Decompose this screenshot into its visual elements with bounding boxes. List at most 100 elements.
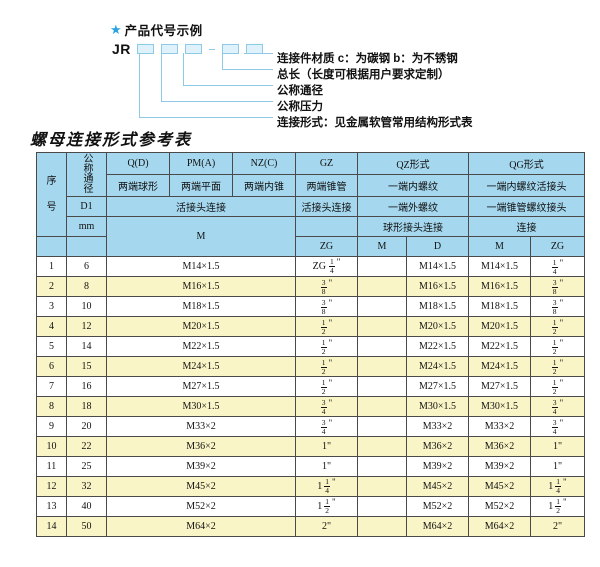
diagram-heading: ★ 产品代号示例 — [110, 20, 203, 39]
cell-qz-m — [357, 256, 407, 277]
cell-gz-zg: 3 8 " — [295, 276, 358, 297]
cell-qz-d: M18×1.5 — [406, 296, 469, 317]
cell-thread-m: M39×2 — [106, 456, 296, 477]
header-group-gz: GZ — [295, 152, 358, 175]
cell-seq: 9 — [36, 416, 67, 437]
cell-nominal-diameter: 25 — [66, 456, 107, 477]
table-row: 13 40 M52×2 1 1 2 " M52×2 M52×2 1 1 2 " — [36, 496, 586, 517]
legend-connection-type: 连接形式：见金属软管常用结构形式表 — [277, 117, 473, 129]
table-row: 12 32 M45×2 1 1 4 " M45×2 M45×2 1 1 4 " — [36, 476, 586, 497]
leader-horizontal-2 — [161, 101, 273, 102]
cell-gz-zg: ZG 1 4 " — [295, 256, 358, 277]
header-group-pma: PM(A) — [169, 152, 233, 175]
header-conn-qpn: 活接头连接 — [106, 196, 296, 217]
cell-gz-zg: 3 4 " — [295, 396, 358, 417]
header-conn-qz: 一端外螺纹 — [357, 196, 469, 217]
cell-nominal-diameter: 20 — [66, 416, 107, 437]
cell-qg-m: M27×1.5 — [468, 376, 531, 397]
cell-qz-m — [357, 396, 407, 417]
header-row-joint: mm M 球形接头连接 连接 — [37, 216, 586, 257]
cell-qz-m — [357, 316, 407, 337]
cell-thread-m: M36×2 — [106, 436, 296, 457]
cell-qz-m — [357, 416, 407, 437]
header-row-descriptions: 两端球形 两端平面 两端内锥 两端锥管 一端内螺纹 一端内螺纹活接头 — [37, 174, 586, 197]
cell-gz-zg: 1 2 " — [295, 356, 358, 377]
header-desc-gz: 两端锥管 — [295, 174, 358, 197]
cell-thread-m: M16×1.5 — [106, 276, 296, 297]
cell-qz-m — [357, 296, 407, 317]
header-row-codes: 序 号 公称通径 Q(D) PM(A) NZ(C) GZ QZ形式 QG形式 — [36, 152, 586, 237]
cell-qg-m: M22×1.5 — [468, 336, 531, 357]
cell-nominal-diameter: 18 — [66, 396, 107, 417]
leader-vertical-1 — [139, 53, 140, 117]
cell-qg-zg: 2" — [529, 516, 586, 537]
cell-thread-m: M18×1.5 — [106, 296, 296, 317]
table-row: 9 20 M33×2 3 4 " M33×2 M33×2 3 4 " — [36, 416, 586, 437]
leader-vertical-3 — [183, 53, 184, 85]
header-joint-gz — [295, 216, 358, 237]
cell-thread-m: M20×1.5 — [106, 316, 296, 337]
cell-nominal-diameter: 12 — [66, 316, 107, 337]
cell-qg-m: M33×2 — [468, 416, 531, 437]
code-box-2 — [160, 44, 178, 54]
cell-qz-m — [357, 516, 407, 537]
leader-horizontal-1 — [139, 117, 273, 118]
cell-qg-m: M39×2 — [468, 456, 531, 477]
cell-nominal-diameter: 40 — [66, 496, 107, 517]
cell-gz-zg: 1 2 " — [295, 316, 358, 337]
cell-qg-zg: 1 2 " — [529, 336, 586, 357]
legend-total-length: 总长（长度可根据用户要求定制） — [277, 69, 450, 81]
cell-qz-d: M14×1.5 — [406, 256, 469, 277]
cell-seq: 8 — [36, 396, 67, 417]
cell-gz-zg: 1" — [295, 456, 358, 477]
cell-qg-zg: 1 1 4 " — [529, 476, 586, 497]
cell-gz-zg: 3 4 " — [295, 416, 358, 437]
cell-qg-m: M30×1.5 — [468, 396, 531, 417]
header-seq-line2: 号 — [46, 201, 57, 213]
product-code-pattern: JR — [112, 41, 270, 57]
cell-qz-d: M39×2 — [406, 456, 469, 477]
cell-qz-d: M16×1.5 — [406, 276, 469, 297]
cell-qz-d: M27×1.5 — [406, 376, 469, 397]
table-row: 8 18 M30×1.5 3 4 " M30×1.5 M30×1.5 3 4 " — [36, 396, 586, 417]
cell-seq: 5 — [36, 336, 67, 357]
cell-thread-m: M52×2 — [106, 496, 296, 517]
cell-qz-m — [357, 436, 407, 457]
cell-thread-m: M14×1.5 — [106, 256, 296, 277]
cell-thread-m: M30×1.5 — [106, 396, 296, 417]
leader-vertical-4 — [222, 53, 223, 69]
cell-qz-d: M24×1.5 — [406, 356, 469, 377]
cell-seq: 1 — [36, 256, 67, 277]
header-seq-line1: 序 — [46, 175, 57, 187]
header-joint-qg: 连接 — [467, 216, 586, 237]
header-group-qz: QZ形式 — [357, 152, 469, 175]
cell-qz-m — [357, 496, 407, 517]
leader-horizontal-5 — [244, 53, 273, 54]
cell-thread-m: M24×1.5 — [106, 356, 296, 377]
cell-qg-zg: 3 8 " — [529, 276, 586, 297]
cell-qg-zg: 1" — [529, 456, 586, 477]
cell-seq: 13 — [36, 496, 67, 517]
table-row: 2 8 M16×1.5 3 8 " M16×1.5 M16×1.5 3 8 " — [36, 276, 586, 297]
table-row: 6 15 M24×1.5 1 2 " M24×1.5 M24×1.5 1 2 " — [36, 356, 586, 377]
header-unit-mm: mm — [66, 216, 107, 237]
cell-qg-zg: 3 4 " — [529, 396, 586, 417]
header-group-qd: Q(D) — [106, 152, 170, 175]
cell-qz-m — [357, 456, 407, 477]
code-box-3 — [184, 44, 202, 54]
cell-gz-zg: 1 1 2 " — [295, 496, 358, 517]
cell-qz-m — [357, 376, 407, 397]
cell-qz-d: M22×1.5 — [406, 336, 469, 357]
cell-qg-zg: 1 1 2 " — [529, 496, 586, 517]
cell-qg-m: M24×1.5 — [468, 356, 531, 377]
header-joint-qz: 球形接头连接 — [357, 216, 469, 237]
code-prefix-label: JR — [112, 41, 131, 57]
cell-nominal-diameter: 32 — [66, 476, 107, 497]
cell-gz-zg: 1" — [295, 436, 358, 457]
header-conn-qg: 一端锥管螺纹接头 — [467, 196, 586, 217]
cell-gz-zg: 1 2 " — [295, 376, 358, 397]
header-group-nzc: NZ(C) — [232, 152, 296, 175]
cell-qg-zg: 1 2 " — [529, 316, 586, 337]
cell-qg-m: M18×1.5 — [468, 296, 531, 317]
header-sub-seq-blank — [36, 236, 67, 257]
